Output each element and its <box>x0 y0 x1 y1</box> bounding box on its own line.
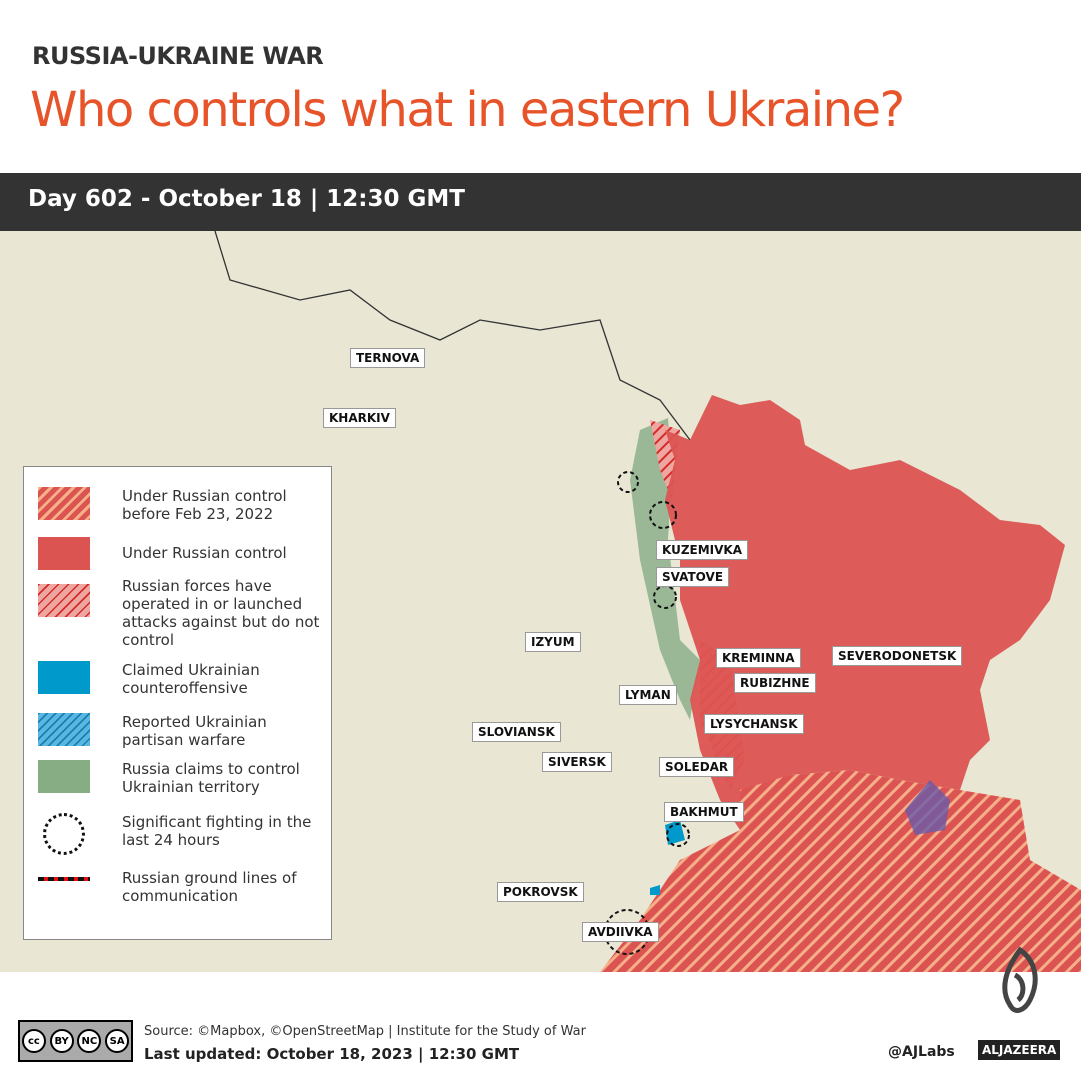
source-text: Source: ©Mapbox, ©OpenStreetMap | Instit… <box>144 1024 586 1039</box>
city-label-soledar: SOLEDAR <box>659 757 735 777</box>
footer: cc BY NC SA Source: ©Mapbox, ©OpenStreetMap… <box>0 1010 1081 1081</box>
legend: Under Russian control before Feb 23, 202… <box>23 466 332 940</box>
legend-item: Under Russian control before Feb 23, 202… <box>38 487 322 523</box>
ukrainian-counteroffensive-area <box>650 820 685 895</box>
fighting-circle <box>666 823 690 847</box>
city-label-lyman: LYMAN <box>619 685 677 705</box>
legend-label: Russian ground lines of communication <box>122 869 297 905</box>
city-label-svatove: SVATOVE <box>656 567 730 587</box>
date-bar: Day 602 - October 18 | 12:30 GMT <box>0 173 1081 231</box>
city-label-siversk: SIVERSK <box>542 752 612 772</box>
legend-label: Significant fighting in the last 24 hour… <box>122 813 312 849</box>
cc-icon: cc <box>21 1029 46 1053</box>
border-line <box>214 231 691 441</box>
legend-label: Russian forces have operated in or launc… <box>122 577 320 649</box>
city-label-kuzemivka: KUZEMIVKA <box>656 540 749 560</box>
russian-control-pre-2022-area <box>600 770 1081 972</box>
dashed-circle-icon <box>38 813 90 855</box>
legend-label: Reported Ukrainian partisan warfare <box>122 713 267 749</box>
orange-hatch-swatch-icon <box>38 487 90 520</box>
city-label-rubizhne: RUBIZHNE <box>734 673 816 693</box>
legend-item: Significant fighting in the last 24 hour… <box>38 813 322 855</box>
legend-item: Russian ground lines of communication <box>38 869 322 905</box>
city-label-lysychansk: LYSYCHANSK <box>704 714 804 734</box>
fighting-circle <box>649 501 677 529</box>
kicker: RUSSIA-UKRAINE WAR <box>32 42 324 70</box>
by-icon: BY <box>49 1029 74 1053</box>
legend-label: Under Russian control before Feb 23, 202… <box>122 487 287 523</box>
legend-item: Russia claims to control Ukrainian terri… <box>38 760 322 796</box>
city-label-ternova: TERNOVA <box>350 348 426 368</box>
city-label-pokrovsk: POKROVSK <box>497 882 584 902</box>
blue-hatch-swatch-icon <box>38 713 90 746</box>
blue-swatch-icon <box>38 661 90 694</box>
city-label-sloviansk: SLOVIANSK <box>472 722 561 742</box>
fighting-circle <box>617 471 639 493</box>
legend-item: Claimed Ukrainian counteroffensive <box>38 661 322 697</box>
city-label-bakhmut: BAKHMUT <box>664 802 744 822</box>
green-swatch-icon <box>38 760 90 793</box>
legend-label: Claimed Ukrainian counteroffensive <box>122 661 260 697</box>
partisan-warfare-area <box>905 780 950 835</box>
city-label-izyum: IZYUM <box>525 632 581 652</box>
red-hatch-swatch-icon <box>38 584 90 617</box>
legend-label: Russia claims to control Ukrainian terri… <box>122 760 300 796</box>
red-swatch-icon <box>38 537 90 570</box>
last-updated: Last updated: October 18, 2023 | 12:30 G… <box>144 1045 520 1063</box>
cc-license-badge[interactable]: cc BY NC SA <box>18 1020 133 1062</box>
nc-icon: NC <box>77 1029 102 1053</box>
legend-label: Under Russian control <box>122 544 287 562</box>
red-black-dashed-line-icon <box>38 877 90 881</box>
aljazeera-wordmark: ALJAZEERA <box>978 1040 1061 1060</box>
legend-item: Reported Ukrainian partisan warfare <box>38 713 322 749</box>
sa-icon: SA <box>105 1029 130 1053</box>
city-label-kreminna: KREMINNA <box>716 648 801 668</box>
legend-item: Russian forces have operated in or launc… <box>38 577 322 649</box>
aljazeera-logo-icon <box>1002 946 1038 1013</box>
city-label-avdiivka: AVDIIVKA <box>582 922 659 942</box>
page-title: Who controls what in eastern Ukraine? <box>30 82 905 138</box>
legend-item: Under Russian control <box>38 537 322 570</box>
city-label-severodonetsk: SEVERODONETSK <box>832 646 963 666</box>
ajlabs-handle[interactable]: @AJLabs <box>888 1044 955 1060</box>
city-label-kharkiv: KHARKIV <box>323 408 396 428</box>
